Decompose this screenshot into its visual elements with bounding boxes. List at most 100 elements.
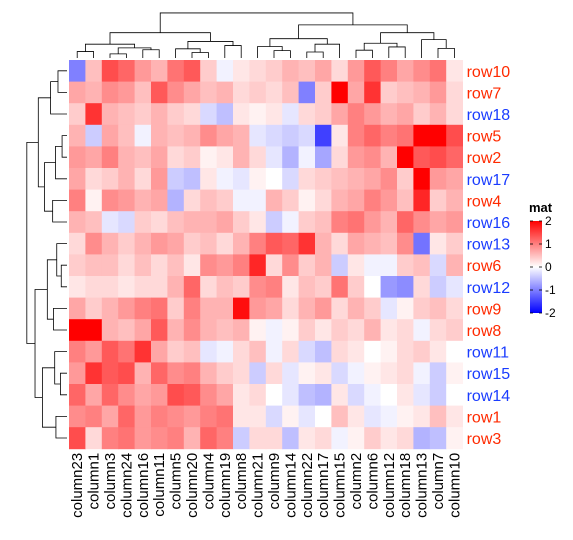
column-label: column14 — [282, 453, 299, 518]
column-label: column18 — [397, 453, 414, 518]
column-label: column16 — [135, 453, 152, 518]
heatmap-cell — [331, 81, 349, 104]
column-label: column17 — [315, 453, 332, 518]
heatmap-cell — [397, 189, 414, 212]
heatmap-cell — [364, 276, 381, 298]
heatmap-cell — [216, 276, 234, 298]
heatmap-cell — [216, 405, 234, 428]
heatmap-cell — [364, 124, 381, 147]
heatmap-cell — [134, 189, 152, 212]
heatmap-cell — [200, 319, 217, 342]
heatmap-cell — [167, 60, 185, 82]
heatmap-cell — [446, 319, 463, 342]
heatmap-cell — [101, 60, 119, 82]
heatmap-cell — [151, 340, 168, 363]
dendrogram-branch — [421, 39, 447, 58]
heatmap-cell — [183, 254, 201, 277]
heatmap-cell — [134, 340, 152, 363]
heatmap-cell — [85, 319, 103, 342]
heatmap-cell — [331, 427, 349, 450]
row-label: row7 — [467, 85, 502, 102]
heatmap-cell — [364, 146, 381, 169]
heatmap-cell — [347, 232, 365, 255]
column-labels: column23 column1 column3 column24 column16 co… — [69, 453, 463, 518]
dendrogram-branch — [60, 372, 67, 396]
heatmap-cell — [167, 232, 185, 255]
dendrogram-branch — [53, 308, 67, 331]
heatmap-cell — [101, 297, 119, 320]
dendrogram-branch — [187, 41, 234, 49]
heatmap-cell — [249, 189, 267, 212]
heatmap-cell — [216, 60, 234, 82]
heatmap-cell — [429, 81, 447, 104]
heatmap-cell — [183, 232, 201, 255]
heatmap-cell — [233, 384, 250, 406]
heatmap-cell — [315, 384, 332, 406]
heatmap-cell — [282, 276, 299, 298]
heatmap-cell — [118, 384, 135, 406]
heatmap-cell — [167, 340, 185, 363]
heatmap-cell — [364, 103, 381, 126]
column-label: column12 — [381, 453, 398, 518]
legend-tick-label: -1 — [545, 283, 556, 297]
heatmap-cell — [151, 168, 168, 190]
heatmap-cell — [446, 146, 463, 169]
heatmap-cell — [151, 254, 168, 277]
heatmap-cell — [200, 189, 217, 212]
row-label: row5 — [467, 129, 502, 146]
heatmap-cell — [364, 427, 381, 450]
heatmap-cell — [249, 427, 267, 450]
heatmap-cell — [364, 81, 381, 104]
heatmap-cell — [183, 81, 201, 104]
heatmap-cell — [347, 297, 365, 320]
heatmap-cell — [151, 124, 168, 147]
row-label: row16 — [467, 215, 511, 232]
heatmap-cell — [446, 362, 463, 385]
dendrogram-branch — [191, 52, 209, 58]
heatmap-cell — [397, 297, 414, 320]
heatmap-cell — [69, 146, 86, 169]
row-label: row15 — [467, 366, 511, 383]
heatmap-cell — [233, 168, 250, 190]
heatmap-cell — [118, 427, 135, 450]
heatmap-cell — [331, 103, 349, 126]
heatmap-cell — [69, 427, 86, 450]
heatmap-cell — [282, 405, 299, 428]
heatmap-cell — [380, 81, 398, 104]
heatmap-cell — [331, 362, 349, 385]
heatmap-cell — [298, 405, 316, 428]
heatmap-cell — [429, 146, 447, 169]
heatmap-cell — [347, 124, 365, 147]
heatmap-cell — [85, 340, 103, 363]
heatmap-cell — [347, 276, 365, 298]
dendrogram-branch — [224, 45, 242, 58]
heatmap-cell — [364, 168, 381, 190]
heatmap-cell — [69, 211, 86, 234]
heatmap-cell — [364, 405, 381, 428]
column-label: column1 — [86, 453, 103, 510]
heatmap-cell — [233, 427, 250, 450]
heatmap-cell — [429, 427, 447, 450]
column-label: column22 — [299, 453, 316, 518]
heatmap-cell — [200, 297, 217, 320]
heatmap-cell — [282, 124, 299, 147]
heatmap-cell — [446, 384, 463, 406]
heatmap-cell — [347, 211, 365, 234]
heatmap-cell — [134, 276, 152, 298]
heatmap-cell — [200, 362, 217, 385]
heatmap-cell — [265, 254, 283, 277]
heatmap-cell — [101, 362, 119, 385]
column-label: column11 — [151, 453, 168, 517]
heatmap-cell — [69, 340, 86, 363]
heatmap-cell — [347, 384, 365, 406]
heatmap-cell — [380, 232, 398, 255]
heatmap-cell — [364, 232, 381, 255]
heatmap-cell — [282, 81, 299, 104]
heatmap-cell — [101, 405, 119, 428]
heatmap-cell — [397, 103, 414, 126]
heatmap-cell — [101, 103, 119, 126]
heatmap-cell — [265, 405, 283, 428]
row-label: row3 — [467, 431, 502, 448]
dendrogram-branch — [57, 70, 67, 93]
heatmap-cell — [446, 60, 463, 82]
